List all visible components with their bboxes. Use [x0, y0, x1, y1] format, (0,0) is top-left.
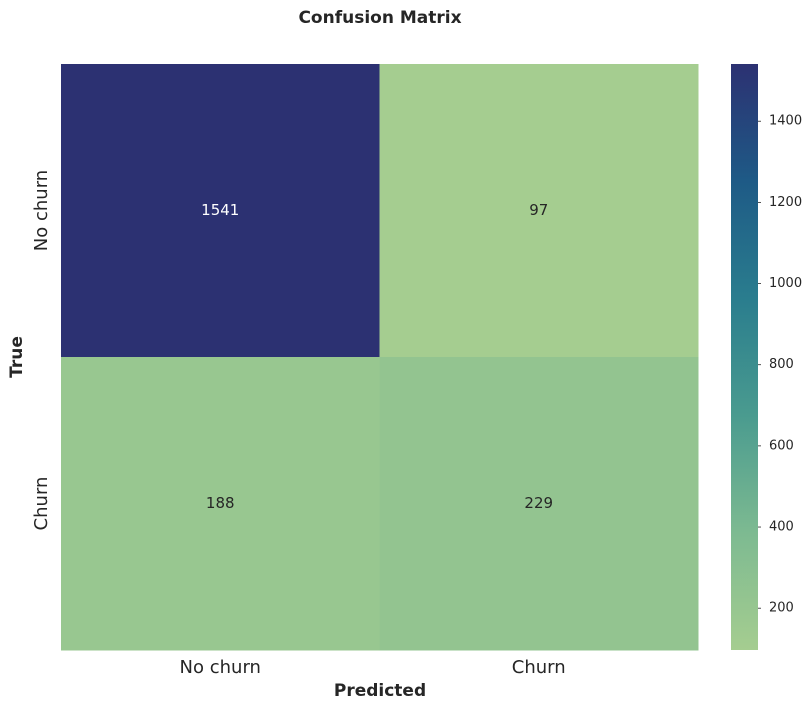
cell-label: 1541 — [201, 201, 239, 219]
x-axis-label: Predicted — [334, 681, 426, 701]
colorbar-tick-label: 800 — [769, 357, 794, 372]
heatmap-cell — [379, 64, 699, 358]
heatmap-cell — [379, 357, 699, 651]
cell-label: 97 — [529, 201, 548, 219]
cell-label: 229 — [524, 494, 553, 512]
x-tick-label: Churn — [512, 657, 566, 678]
colorbar-tick-label: 1400 — [769, 114, 802, 129]
colorbar — [731, 64, 758, 650]
y-tick-label: Churn — [31, 477, 52, 531]
chart-title: Confusion Matrix — [298, 8, 461, 28]
y-axis-label: True — [7, 336, 27, 378]
y-tick-label: No churn — [31, 170, 52, 251]
colorbar-tick-label: 1000 — [769, 276, 802, 291]
colorbar-tick-label: 600 — [769, 438, 794, 453]
colorbar-tick-label: 200 — [769, 601, 794, 616]
colorbar-tick-label: 400 — [769, 520, 794, 535]
x-tick-label: No churn — [180, 657, 261, 678]
colorbar-tick-label: 1200 — [769, 195, 802, 210]
heatmap-cell — [61, 64, 380, 358]
cell-label: 188 — [206, 494, 235, 512]
heatmap-cell — [61, 357, 380, 651]
